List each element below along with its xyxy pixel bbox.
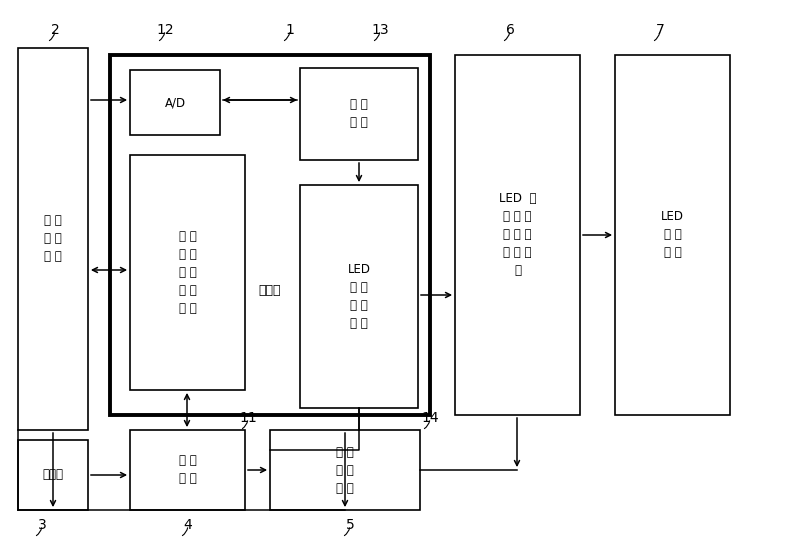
Text: 11: 11 <box>239 411 257 425</box>
Bar <box>615 55 730 415</box>
Text: 2: 2 <box>50 23 59 37</box>
Text: 1: 1 <box>286 23 294 37</box>
Text: 13: 13 <box>371 23 389 37</box>
Bar <box>18 48 88 430</box>
Text: 4: 4 <box>184 518 192 532</box>
Text: 14: 14 <box>421 411 439 425</box>
Bar <box>300 68 418 160</box>
Bar <box>130 70 220 135</box>
Text: 6: 6 <box>506 23 514 37</box>
Bar <box>110 55 430 415</box>
Bar <box>18 440 88 510</box>
Bar <box>270 430 420 510</box>
Text: LED
串 联
组 件: LED 串 联 组 件 <box>661 211 684 260</box>
Bar <box>130 155 245 390</box>
Bar <box>300 185 418 408</box>
Text: LED
亮 度
调 节
控 制: LED 亮 度 调 节 控 制 <box>347 263 370 330</box>
Text: LED  恒
流 驱 动
及 亮 度
调 节 电
路: LED 恒 流 驱 动 及 亮 度 调 节 电 路 <box>498 192 536 278</box>
Text: 7: 7 <box>656 23 664 37</box>
Text: 蓄 电
池 组: 蓄 电 池 组 <box>178 455 196 485</box>
Text: A/D: A/D <box>165 96 186 109</box>
Bar <box>130 430 245 510</box>
Text: 3: 3 <box>38 518 46 532</box>
Text: 5: 5 <box>346 518 354 532</box>
Text: 光 强
检 测: 光 强 检 测 <box>350 98 368 130</box>
Text: 太 阳
能 电
池 控
制 及
保 护: 太 阳 能 电 池 控 制 及 保 护 <box>178 230 196 315</box>
Bar <box>455 55 580 415</box>
Text: 控制器: 控制器 <box>258 284 282 296</box>
Text: 12: 12 <box>156 23 174 37</box>
Text: 电 源
选 择
电 路: 电 源 选 择 电 路 <box>336 446 354 495</box>
Text: 光 伏
电 池
组 件: 光 伏 电 池 组 件 <box>44 214 62 264</box>
Text: 滤波器: 滤波器 <box>42 469 63 482</box>
